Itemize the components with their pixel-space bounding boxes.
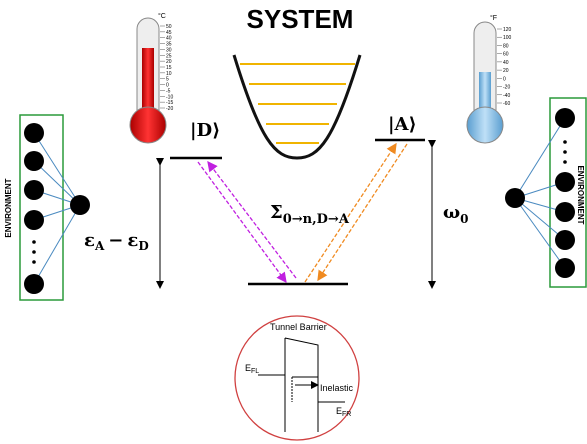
subscript: A [94,239,105,253]
scale-label: 35 [166,42,172,48]
environment-left [19,114,90,301]
scale-label: -20 [166,106,173,112]
scale-label: -40 [503,93,510,99]
environment-label: ENVIRONMENT [4,178,13,237]
scale-label: -15 [166,100,173,106]
title: SYSTEM [247,4,354,34]
scale-label: 15 [166,65,172,71]
coupling-label: Σ0→n,D→A [270,202,350,227]
tunnel-inset [234,315,360,441]
scale-label: 60 [503,52,509,58]
thermometer-right [466,21,504,144]
scale-label: 0 [503,76,506,82]
scale-label: 20 [166,59,172,65]
symbol: ω [443,202,460,223]
scale-label: 5 [166,77,169,83]
symbol: ε [84,230,95,251]
scale-label: -5 [166,88,171,94]
inelastic-label: Inelastic [320,383,354,393]
environment-label: ENVIRONMENT [576,165,585,224]
scale-label: 20 [503,68,509,74]
thermometer-left [129,17,167,144]
scale-label: -10 [166,94,173,100]
scale-label: 25 [166,53,172,59]
subscript: D [138,239,148,253]
scale-label: 10 [166,71,172,77]
symbol: E [245,363,251,373]
symbol: ε [127,230,138,251]
scale-label: 40 [166,36,172,42]
scale-label: 30 [166,47,172,53]
scale-label: 40 [503,60,509,66]
gap-label: εA − εD [84,230,149,253]
unit-label: °C [158,12,166,20]
scale-label: 100 [503,35,512,41]
frequency-label: ω0 [443,202,469,226]
state-label: |D⟩ [190,120,220,141]
scale-label: 120 [503,27,512,33]
subscript: 0 [460,212,468,226]
environment-right [505,97,587,288]
scale-label: -20 [503,85,510,91]
symbol: Σ [270,202,283,223]
potential-well [232,54,362,160]
unit-label: °F [490,14,497,22]
scale-label: 0 [166,83,169,89]
transfer-arrows [197,142,408,284]
state-label: |A⟩ [388,114,417,135]
symbol: − [108,230,123,251]
tunnel-title: Tunnel Barrier [270,322,327,332]
fermi-label: EFR [336,406,351,418]
scale-label: 80 [503,43,509,49]
scale-label: 45 [166,30,172,36]
fermi-label: EFL [245,363,259,375]
subscript: FR [342,411,351,418]
scale-label: -60 [503,101,510,107]
symbol: E [336,406,342,416]
subscript: FL [251,368,259,375]
subscript: 0→n,D→A [283,212,350,227]
scale-label: 50 [166,24,172,30]
